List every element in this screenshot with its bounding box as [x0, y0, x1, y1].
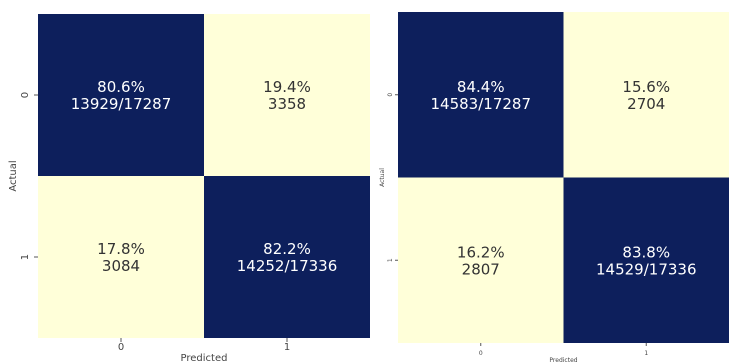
heatmap-cell-r1-c1: [563, 177, 729, 343]
heatmap-cell-r1-c0: [38, 176, 204, 338]
cell-count-label: 3358: [268, 95, 306, 113]
cell-count-label: 14252/17336: [237, 257, 338, 275]
y-axis-label: Actual: [8, 160, 19, 191]
heatmap-cell-r1-c1: [204, 176, 370, 338]
cell-percent-label: 83.8%: [622, 243, 670, 261]
heatmap-cell-r1-c0: [398, 177, 564, 343]
x-axis-label: Predicted: [549, 357, 577, 363]
heatmap-cell-r0-c0: [398, 12, 564, 178]
heatmap-panel-1: 80.6%13929/1728719.4%335817.8%308482.2%1…: [8, 14, 370, 363]
cell-percent-label: 19.4%: [263, 78, 311, 96]
cell-count-label: 14529/17336: [596, 260, 697, 278]
cell-percent-label: 15.6%: [622, 78, 670, 96]
x-axis-label: Predicted: [181, 353, 228, 363]
y-tick-label: 1: [387, 258, 394, 262]
x-tick-label: 1: [284, 342, 290, 353]
heatmap-cell-r0-c1: [563, 12, 729, 178]
x-tick-label: 1: [644, 350, 648, 357]
cell-count-label: 2704: [627, 95, 665, 113]
x-tick-label: 0: [118, 342, 124, 353]
cell-count-label: 2807: [462, 260, 500, 278]
x-tick-label: 0: [479, 350, 483, 357]
cell-percent-label: 17.8%: [97, 240, 145, 258]
cell-count-label: 3084: [102, 257, 140, 275]
cell-percent-label: 16.2%: [457, 243, 505, 261]
heatmap-cell-r0-c1: [204, 14, 370, 176]
cell-count-label: 13929/17287: [71, 95, 172, 113]
cell-percent-label: 82.2%: [263, 240, 311, 258]
y-tick-label: 1: [20, 254, 31, 260]
y-tick-label: 0: [20, 92, 31, 98]
y-axis-label: Actual: [379, 168, 386, 187]
cell-count-label: 14583/17287: [431, 95, 532, 113]
cell-percent-label: 84.4%: [457, 78, 505, 96]
heatmap-cell-r0-c0: [38, 14, 204, 176]
heatmap-panel-2: 84.4%14583/1728715.6%270416.2%280783.8%1…: [379, 12, 729, 363]
y-tick-label: 0: [387, 93, 394, 97]
cell-percent-label: 80.6%: [97, 78, 145, 96]
